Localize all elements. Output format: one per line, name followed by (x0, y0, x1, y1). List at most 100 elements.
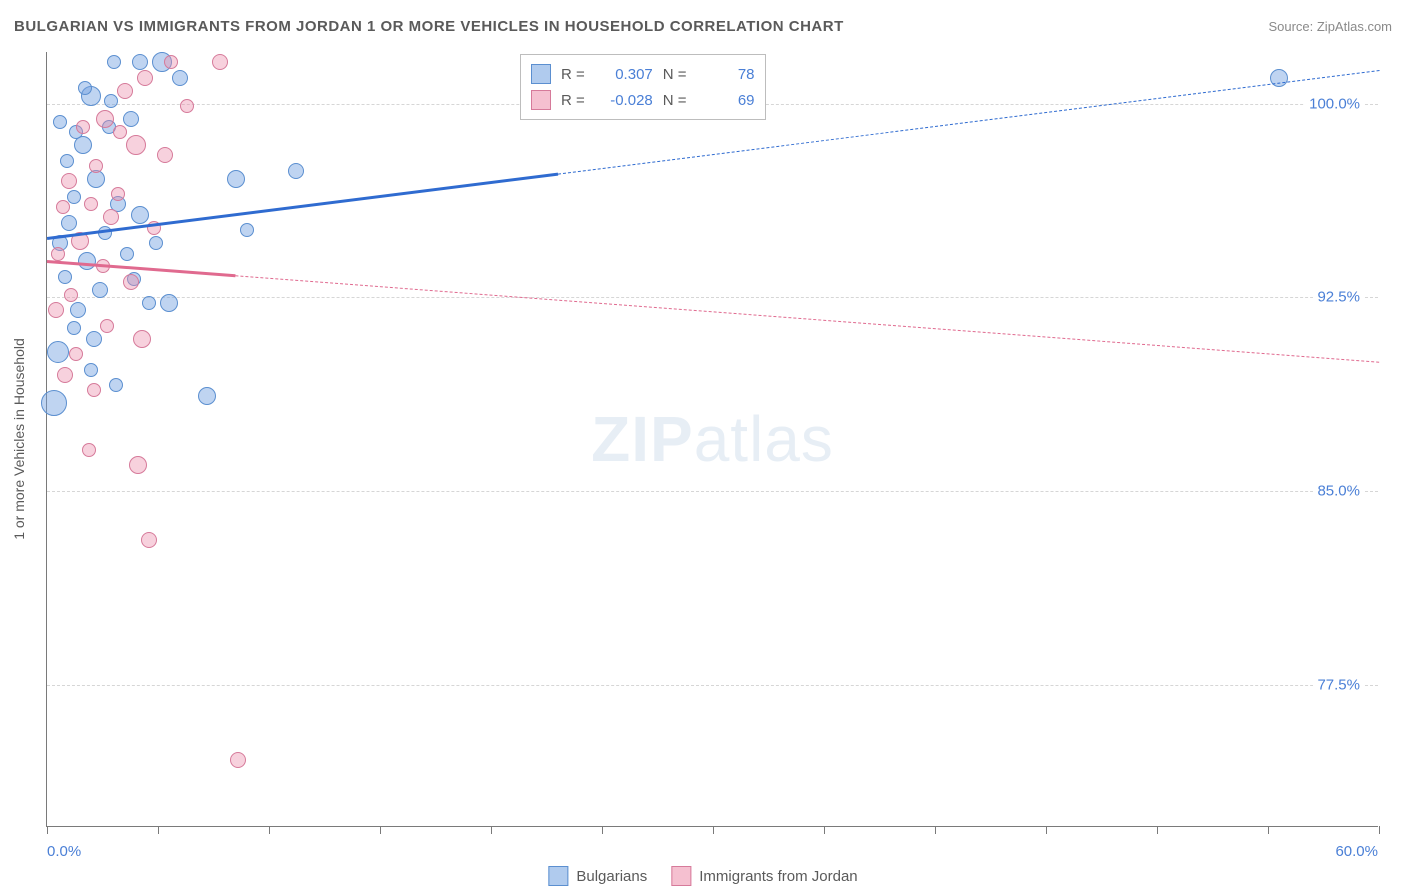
scatter-point-jordan (103, 209, 119, 225)
legend-item-bulgarians: Bulgarians (548, 866, 647, 886)
scatter-point-jordan (76, 120, 90, 134)
gridline-h (47, 297, 1378, 298)
x-axis-label-right: 60.0% (1335, 843, 1378, 860)
scatter-point-bulgarians (70, 302, 86, 318)
stat-n-label: N = (663, 92, 687, 109)
watermark-bold: ZIP (591, 403, 694, 475)
scatter-point-bulgarians (53, 115, 67, 129)
x-tick (1268, 826, 1269, 834)
stat-r-value: 0.307 (595, 66, 653, 83)
scatter-point-jordan (126, 135, 146, 155)
stat-n-label: N = (663, 66, 687, 83)
scatter-point-jordan (137, 70, 153, 86)
scatter-point-jordan (82, 443, 96, 457)
scatter-point-bulgarians (1270, 69, 1288, 87)
scatter-point-bulgarians (60, 154, 74, 168)
legend-stats-box: R =0.307N =78R =-0.028N =69 (520, 54, 766, 120)
scatter-point-bulgarians (288, 163, 304, 179)
x-tick (602, 826, 603, 834)
x-tick (380, 826, 381, 834)
x-tick (491, 826, 492, 834)
stat-n-value: 69 (697, 92, 755, 109)
x-axis-label-left: 0.0% (47, 843, 81, 860)
scatter-point-jordan (64, 288, 78, 302)
scatter-point-bulgarians (109, 378, 123, 392)
scatter-point-bulgarians (104, 94, 118, 108)
stat-n-value: 78 (697, 66, 755, 83)
scatter-point-bulgarians (132, 54, 148, 70)
watermark-rest: atlas (694, 403, 834, 475)
scatter-point-bulgarians (123, 111, 139, 127)
scatter-point-bulgarians (58, 270, 72, 284)
chart-title: BULGARIAN VS IMMIGRANTS FROM JORDAN 1 OR… (14, 18, 844, 35)
bottom-legend: Bulgarians Immigrants from Jordan (548, 866, 857, 886)
legend-stats-swatch-bulgarians (531, 64, 551, 84)
scatter-point-jordan (164, 55, 178, 69)
trendline-jordan (47, 261, 1379, 362)
scatter-point-jordan (61, 173, 77, 189)
y-tick-label: 77.5% (1313, 676, 1364, 693)
y-axis-title: 1 or more Vehicles in Household (11, 338, 27, 540)
scatter-point-bulgarians (227, 170, 245, 188)
scatter-point-jordan (123, 274, 139, 290)
scatter-point-bulgarians (120, 247, 134, 261)
x-tick (158, 826, 159, 834)
scatter-point-bulgarians (160, 294, 178, 312)
scatter-point-jordan (180, 99, 194, 113)
legend-swatch-bulgarians (548, 866, 568, 886)
scatter-point-bulgarians (47, 341, 69, 363)
scatter-point-jordan (212, 54, 228, 70)
scatter-point-bulgarians (240, 223, 254, 237)
scatter-point-jordan (117, 83, 133, 99)
scatter-point-jordan (84, 197, 98, 211)
scatter-point-bulgarians (86, 331, 102, 347)
scatter-point-jordan (141, 532, 157, 548)
scatter-point-bulgarians (84, 363, 98, 377)
chart-header: BULGARIAN VS IMMIGRANTS FROM JORDAN 1 OR… (14, 18, 1392, 35)
scatter-point-bulgarians (198, 387, 216, 405)
scatter-point-bulgarians (149, 236, 163, 250)
gridline-h (47, 491, 1378, 492)
scatter-point-bulgarians (172, 70, 188, 86)
legend-swatch-jordan (671, 866, 691, 886)
scatter-point-jordan (87, 383, 101, 397)
scatter-point-jordan (157, 147, 173, 163)
x-tick (47, 826, 48, 834)
scatter-point-bulgarians (131, 206, 149, 224)
scatter-point-jordan (89, 159, 103, 173)
scatter-point-jordan (57, 367, 73, 383)
x-tick (1046, 826, 1047, 834)
y-tick-label: 85.0% (1313, 483, 1364, 500)
scatter-point-jordan (48, 302, 64, 318)
scatter-point-bulgarians (67, 321, 81, 335)
scatter-point-jordan (51, 247, 65, 261)
x-tick (269, 826, 270, 834)
stat-r-label: R = (561, 92, 585, 109)
legend-label-bulgarians: Bulgarians (576, 868, 647, 885)
scatter-point-jordan (56, 200, 70, 214)
y-tick-label: 92.5% (1313, 289, 1364, 306)
x-tick (935, 826, 936, 834)
x-tick (1379, 826, 1380, 834)
scatter-plot-area: ZIPatlas 1 or more Vehicles in Household… (46, 52, 1378, 827)
scatter-point-bulgarians (107, 55, 121, 69)
legend-stats-swatch-jordan (531, 90, 551, 110)
scatter-point-bulgarians (61, 215, 77, 231)
x-tick (824, 826, 825, 834)
scatter-point-jordan (230, 752, 246, 768)
scatter-point-bulgarians (67, 190, 81, 204)
stat-r-value: -0.028 (595, 92, 653, 109)
scatter-point-jordan (111, 187, 125, 201)
scatter-point-jordan (69, 347, 83, 361)
scatter-point-jordan (129, 456, 147, 474)
scatter-point-jordan (96, 110, 114, 128)
scatter-point-jordan (100, 319, 114, 333)
watermark: ZIPatlas (591, 402, 834, 476)
scatter-point-bulgarians (41, 390, 67, 416)
scatter-point-bulgarians (78, 81, 92, 95)
scatter-point-bulgarians (142, 296, 156, 310)
y-tick-label: 100.0% (1305, 95, 1364, 112)
scatter-point-jordan (113, 125, 127, 139)
chart-source: Source: ZipAtlas.com (1268, 19, 1392, 34)
scatter-point-bulgarians (92, 282, 108, 298)
